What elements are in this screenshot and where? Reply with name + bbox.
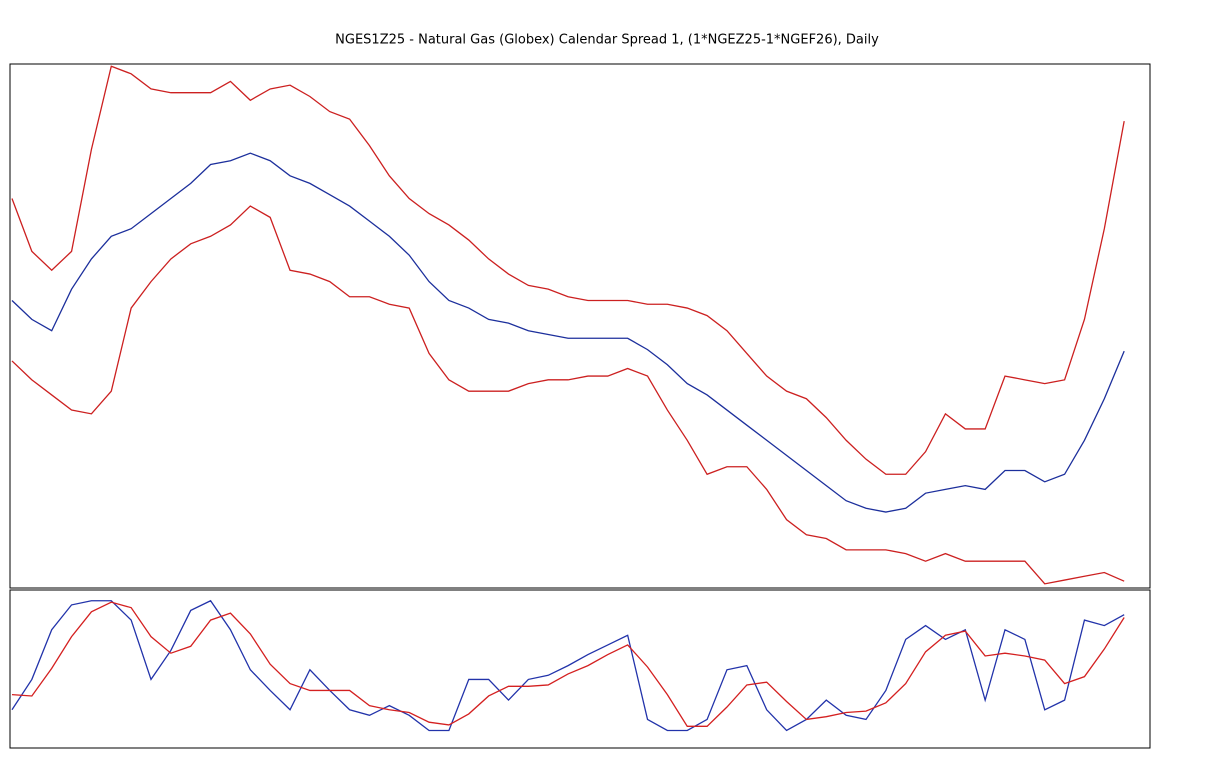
price-plot [11,65,1125,585]
band-line [11,152,1125,513]
chart-title: NGES1Z25 - Natural Gas (Globex) Calendar… [335,33,879,48]
band-line [11,205,1125,585]
band-line [11,65,1125,475]
stoch-line [11,599,1125,732]
stoch-plot [11,599,1125,732]
stoch-line [11,601,1125,727]
price-panel [9,63,1151,589]
stoch-panel [9,589,1151,749]
